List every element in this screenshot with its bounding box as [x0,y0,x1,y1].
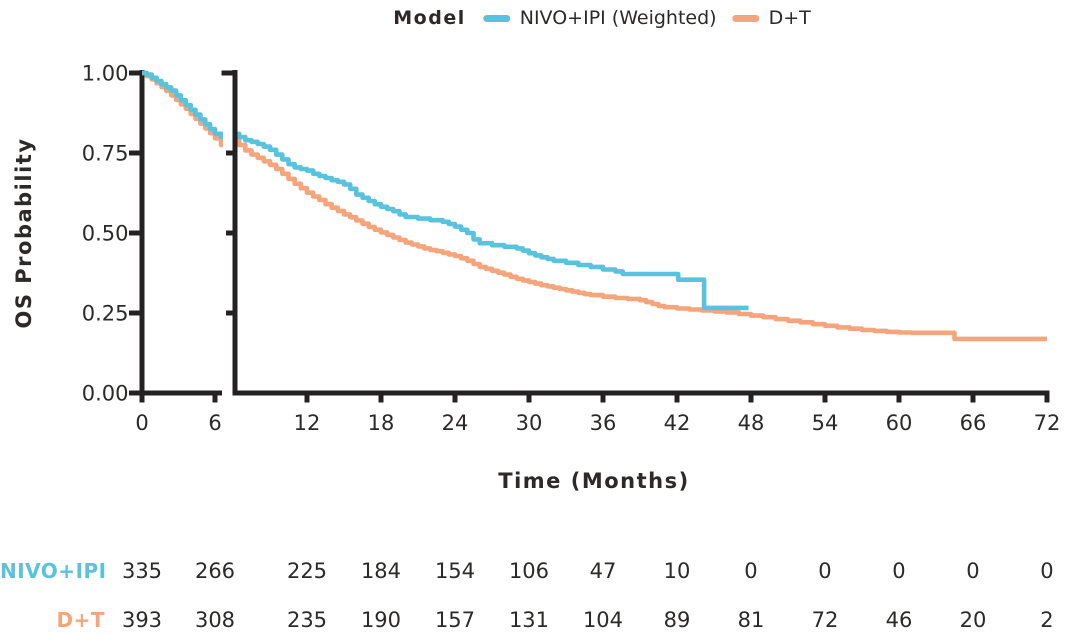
legend-item-label: NIVO+IPI (Weighted) [519,7,717,29]
axes [129,70,1050,403]
x-tick-label: 12 [294,411,321,435]
chart-legend: Model NIVO+IPI (Weighted) D+T [393,4,810,32]
y-tick-label: 0.25 [82,302,129,326]
legend-color-swatch-nivo-ipi-weighted [483,14,511,22]
x-tick-label: 42 [664,411,691,435]
y-tick-label: 0.00 [82,382,129,406]
y-axis-title: OS Probability [12,137,36,328]
x-tick-label: 54 [812,411,839,435]
legend-items: NIVO+IPI (Weighted) D+T [483,7,811,29]
curve-nivo-ipi-weighted [142,70,223,140]
x-tick-label: 72 [1034,411,1061,435]
x-tick-label: 0 [135,411,148,435]
curve-d-t [237,136,1047,342]
x-tick-label: 66 [960,411,987,435]
curve-nivo-ipi-weighted [237,131,749,311]
x-tick-label: 18 [368,411,395,435]
legend-item-nivo-ipi-weighted: NIVO+IPI (Weighted) [483,7,717,29]
y-tick-label: 1.00 [82,62,129,86]
x-tick-label: 36 [590,411,617,435]
x-tick-label: 30 [516,411,543,435]
x-tick-label: 60 [886,411,913,435]
curves-left-panel [142,70,223,148]
legend-item-label: D+T [768,7,811,29]
x-tick-label: 48 [738,411,765,435]
legend-title: Model [393,7,466,29]
y-tick-label: 0.75 [82,142,129,166]
legend-color-swatch-d-t [732,14,760,22]
curve-d-t [142,70,223,148]
legend-item-d-t: D+T [732,7,811,29]
curves-right-panel [237,131,1047,342]
y-tick-label: 0.50 [82,222,129,246]
x-axis-title: Time (Months) [498,469,689,493]
x-tick-label: 6 [208,411,221,435]
x-tick-label: 24 [442,411,469,435]
